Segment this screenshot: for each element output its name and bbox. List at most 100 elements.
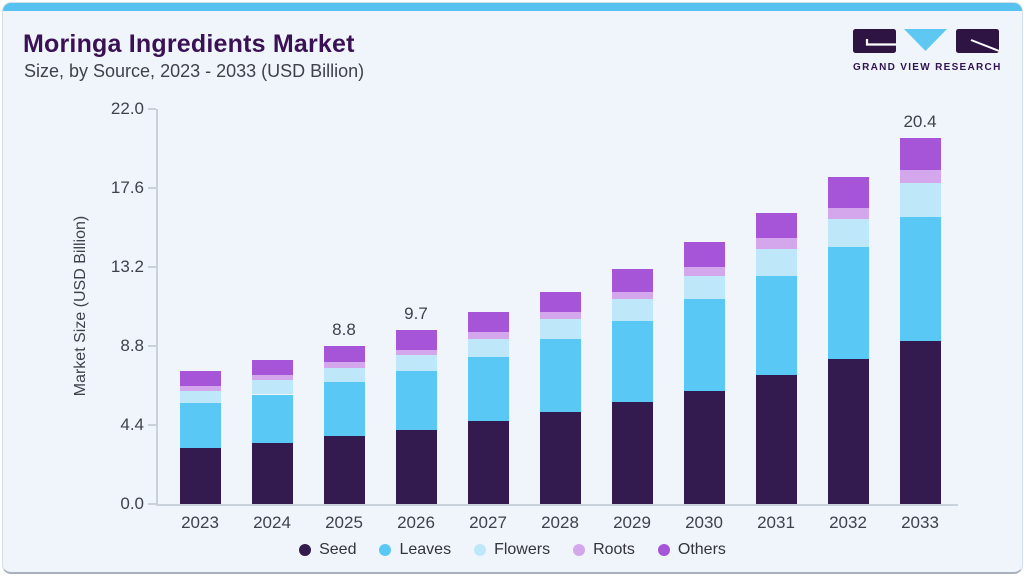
legend-item-roots: Roots [573, 541, 635, 559]
bar-segment-roots [467, 331, 509, 339]
x-axis-year-label: 2027 [469, 513, 507, 532]
y-tick-mark [148, 345, 156, 347]
bar-segment-others [827, 177, 869, 208]
legend-item-leaves: Leaves [379, 541, 451, 559]
bar-segment-seed [467, 421, 509, 504]
bar-segment-leaves [179, 403, 221, 449]
bar-segment-seed [899, 340, 941, 504]
bar-segment-leaves [323, 381, 365, 436]
bar-segment-leaves [467, 356, 509, 422]
y-tick-label: 17.6 [110, 178, 144, 197]
bar-segment-roots [251, 374, 293, 381]
chart-legend: Seed Leaves Flowers Roots Others [3, 541, 1022, 559]
bar-segment-flowers [539, 319, 581, 339]
y-tick-label: 22.0 [110, 99, 144, 118]
bar-segment-roots [539, 311, 581, 320]
y-tick-mark [148, 266, 156, 268]
bar-segment-flowers [467, 338, 509, 357]
gvr-logo-icon [853, 29, 1000, 53]
legend-label: Others [677, 541, 726, 558]
bar-segment-roots [899, 170, 941, 183]
x-axis-year-label: 2032 [829, 513, 867, 532]
page-subtitle: Size, by Source, 2023 - 2033 (USD Billio… [24, 61, 365, 81]
x-axis-year-label: 2031 [757, 513, 795, 532]
bar-segment-seed [611, 401, 653, 504]
y-axis-label: Market Size (USD Billion) [72, 215, 89, 397]
legend-dot-seed [299, 544, 312, 556]
legend-label: Leaves [399, 541, 452, 558]
bar-value-label: 8.8 [332, 320, 356, 339]
bar-segment-flowers [899, 182, 941, 217]
bar-segment-others [899, 137, 941, 171]
top-accent-bar [3, 3, 1022, 11]
legend-dot-leaves [379, 544, 392, 556]
y-tick-mark [148, 424, 156, 426]
bar-segment-seed [827, 358, 869, 504]
bar-segment-leaves [683, 299, 725, 391]
bar-segment-flowers [251, 380, 293, 395]
bar-segment-flowers [755, 249, 797, 276]
y-tick-mark [148, 108, 156, 110]
y-tick-mark [148, 503, 156, 505]
bar-segment-seed [179, 448, 221, 504]
y-tick-label: 4.4 [120, 415, 144, 434]
x-axis-year-label: 2030 [685, 513, 723, 532]
bar-segment-others [251, 360, 293, 375]
x-axis-year-label: 2023 [181, 513, 219, 532]
bar-segment-roots [683, 267, 725, 276]
bar-segment-roots [827, 207, 869, 219]
bar-segment-leaves [899, 216, 941, 341]
bar-segment-seed [755, 374, 797, 504]
page-title: Moringa Ingredients Market [23, 30, 355, 58]
legend-dot-roots [573, 544, 586, 556]
x-axis-year-label: 2025 [325, 513, 363, 532]
bar-segment-seed [323, 435, 365, 504]
y-tick-label: 13.2 [110, 257, 144, 276]
bar-segment-seed [539, 412, 581, 504]
bar-segment-leaves [395, 371, 437, 431]
legend-dot-flowers [474, 544, 487, 556]
gvr-logo: GRAND VIEW RESEARCH [853, 29, 1002, 73]
bar-segment-flowers [323, 367, 365, 382]
x-axis-year-label: 2024 [253, 513, 291, 532]
plot-area: 0.0 4.4 8.8 13.2 17.6 22.0 2023 2024 8.8 2025 9.7 2… [111, 100, 958, 532]
bar-segment-roots [179, 385, 221, 391]
bar-segment-roots [755, 238, 797, 250]
bar-segment-flowers [683, 276, 725, 300]
y-tick-label: 0.0 [120, 494, 144, 513]
legend-label: Seed [319, 541, 357, 558]
bar-segment-others [539, 292, 581, 312]
bar-segment-seed [251, 442, 293, 504]
legend-label: Roots [593, 541, 635, 558]
bar-segment-roots [323, 362, 365, 368]
x-axis-year-label: 2029 [613, 513, 651, 532]
legend-item-seed: Seed [299, 541, 356, 559]
bar-segment-others [755, 213, 797, 239]
bar-segment-leaves [611, 320, 653, 402]
bar-segment-flowers [827, 218, 869, 248]
bar-value-label: 9.7 [404, 303, 428, 323]
bar-segment-leaves [827, 247, 869, 359]
legend-item-others: Others [657, 541, 726, 559]
bar-segment-flowers [179, 390, 221, 404]
legend-dot-others [657, 544, 670, 556]
bar-segment-leaves [755, 275, 797, 375]
bar-segment-roots [395, 349, 437, 355]
bar-segment-others [179, 371, 221, 386]
bar-segment-leaves [251, 394, 293, 443]
bar-segment-flowers [611, 299, 653, 321]
bar-segment-seed [395, 430, 437, 504]
legend-item-flowers: Flowers [474, 541, 550, 559]
bar-segment-others [611, 268, 653, 293]
logo-text: GRAND VIEW RESEARCH [853, 62, 1002, 73]
bar-segment-others [395, 329, 437, 350]
x-axis-year-label: 2033 [901, 513, 939, 532]
bar-segment-others [323, 346, 365, 363]
y-tick-label: 8.8 [120, 336, 144, 355]
bar-segment-others [467, 311, 509, 332]
bar-segment-leaves [539, 338, 581, 413]
bar-segment-flowers [395, 354, 437, 372]
legend-label: Flowers [494, 541, 551, 558]
bar-segment-roots [611, 292, 653, 300]
